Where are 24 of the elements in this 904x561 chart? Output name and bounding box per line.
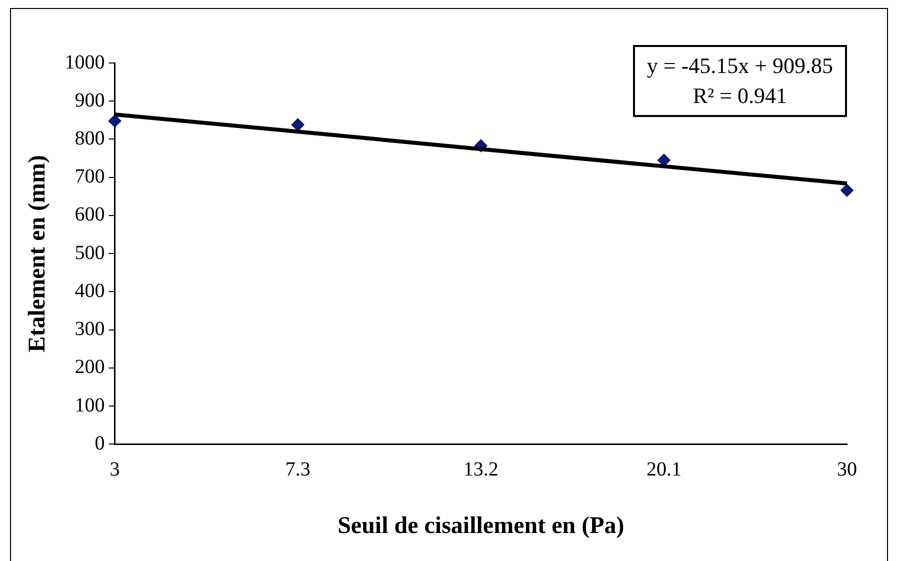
y-tick-label: 0 (94, 432, 105, 454)
x-tick-label: 13.2 (463, 458, 498, 480)
y-tick-label: 100 (74, 394, 105, 416)
x-tick-label: 3 (110, 458, 120, 480)
y-tick-label: 400 (74, 280, 105, 302)
y-tick-label: 200 (74, 356, 105, 378)
y-tick-label: 500 (74, 242, 105, 264)
y-tick-label: 800 (74, 127, 105, 150)
annotation: R² = 0.941 (692, 82, 788, 110)
annotation: y = -45.15x + 909.85 (646, 52, 833, 80)
y-tick-label: 1000 (64, 51, 105, 74)
x-tick-label: 30 (837, 458, 857, 480)
point (657, 154, 670, 167)
x-tick-label: 20.1 (646, 458, 682, 480)
y-tick-label: 300 (74, 318, 105, 340)
y-tick-label: 700 (74, 166, 105, 188)
y-tick-label: 900 (74, 89, 105, 112)
point (108, 114, 122, 128)
y-axis-title: Etalement en (mm) (24, 154, 51, 352)
x-axis-title: Seuil de cisaillement en (Pa) (338, 512, 624, 539)
point (840, 184, 854, 197)
x-tick-label: 7.3 (285, 458, 310, 480)
y-tick-label: 600 (74, 204, 105, 226)
point (291, 118, 304, 132)
